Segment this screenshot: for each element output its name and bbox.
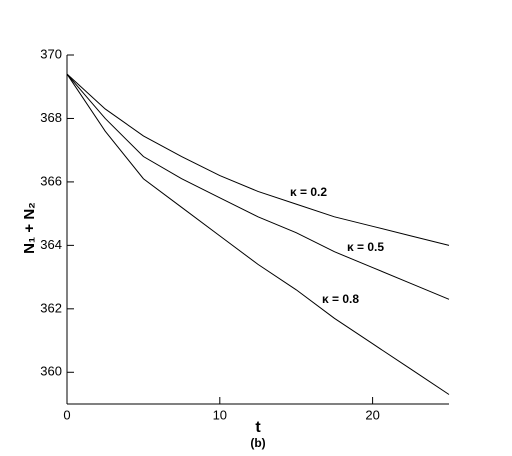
x-tick-label: 20: [365, 407, 379, 422]
y-tick-label: 368: [40, 110, 62, 125]
series-label: κ = 0.8: [322, 292, 359, 306]
y-tick-label: 366: [40, 173, 62, 188]
series-line: [66, 73, 450, 246]
x-axis-label: t: [255, 419, 261, 436]
x-tick-label: 0: [63, 407, 70, 422]
y-tick-label: 364: [40, 237, 62, 252]
x-tick-label: 10: [213, 407, 227, 422]
y-tick-label: 362: [40, 300, 62, 315]
series-line: [66, 73, 450, 395]
y-axis-label: N₁ + N₂: [21, 202, 38, 254]
caption: (b): [250, 436, 265, 450]
y-tick-label: 370: [40, 46, 62, 61]
series-line: [66, 73, 450, 300]
series-label: κ = 0.5: [347, 240, 384, 254]
series-label: κ = 0.2: [290, 185, 327, 199]
y-tick-label: 360: [40, 364, 62, 379]
